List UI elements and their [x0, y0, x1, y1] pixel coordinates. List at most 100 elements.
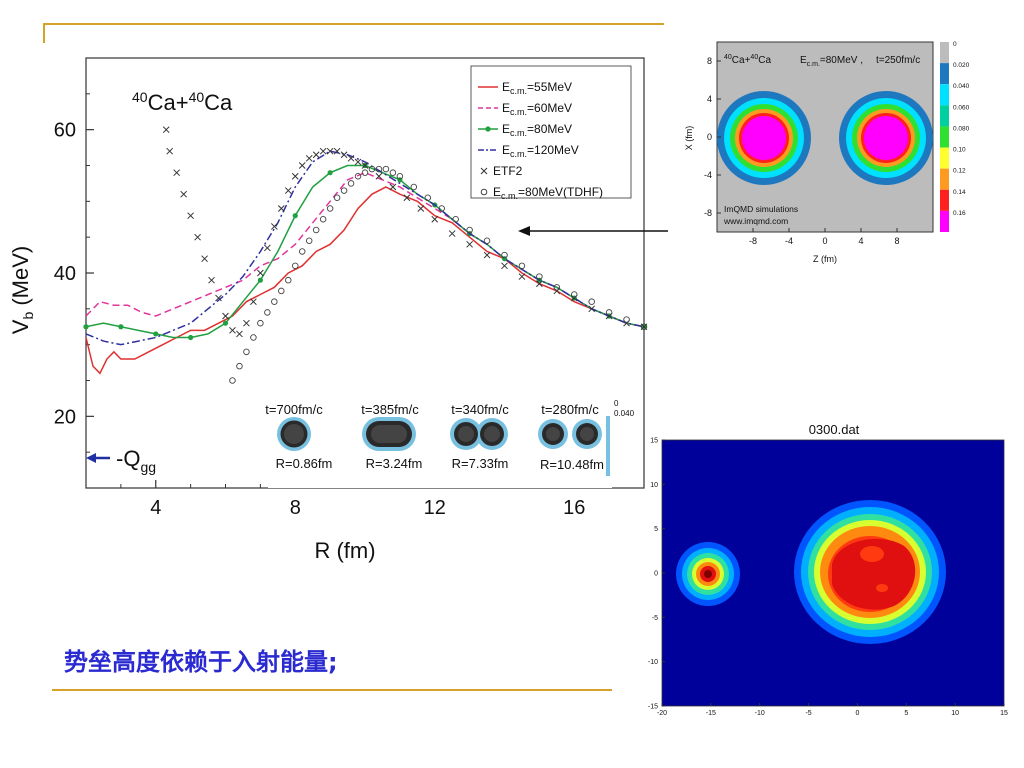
- data-point: [162, 126, 170, 134]
- x-tick-label: 12: [424, 497, 446, 519]
- data-point: [389, 169, 397, 176]
- qgg-annotation: -Qgg: [86, 446, 156, 475]
- data-point: [263, 244, 271, 252]
- snapshot-shape-3: [450, 418, 508, 450]
- slide-caption: 势垒高度依赖于入射能量;: [64, 648, 338, 676]
- imqmd-density-plot: 40Ca+40Ca Ec.m.=80MeV , t=250fm/c ImQMD …: [684, 41, 970, 264]
- data-point: [361, 162, 369, 169]
- data-point: [571, 291, 578, 298]
- legend-marker: [480, 167, 488, 175]
- data-point: [588, 305, 596, 313]
- series-1: [85, 186, 645, 375]
- data-point: [327, 170, 333, 176]
- dat-x-tick-label: 10: [951, 710, 959, 717]
- qmd-x-tick-label: -4: [785, 236, 793, 246]
- data-point: [285, 276, 292, 284]
- qmd-x-tick-label: 0: [822, 236, 827, 246]
- data-point: [298, 162, 306, 169]
- legend-label: Ec.m.=60MeV: [502, 101, 572, 117]
- legend-marker: [480, 188, 488, 196]
- data-point: [284, 187, 292, 194]
- data-point: [340, 187, 348, 194]
- qmd-x-tick-label: 8: [894, 236, 899, 246]
- data-point: [291, 172, 299, 180]
- data-point: [333, 147, 341, 155]
- data-point: [354, 172, 362, 180]
- target-density: [794, 500, 946, 644]
- data-point: [448, 230, 456, 237]
- legend-item: ETF2: [480, 164, 523, 178]
- dat-y-tick-label: -5: [652, 615, 658, 622]
- series-4: [85, 150, 645, 346]
- data-point: [250, 334, 257, 341]
- data-point: [417, 205, 425, 212]
- qmd-colorbar-swatch: [940, 147, 949, 169]
- qmd-colorbar-swatch: [940, 42, 949, 64]
- qmd-colorbar-swatch: [940, 84, 949, 106]
- series-line: [85, 186, 645, 375]
- snapshot-time: t=385fm/c: [361, 402, 419, 417]
- data-point: [187, 212, 194, 220]
- data-point: [215, 294, 222, 302]
- data-point: [257, 319, 264, 327]
- data-point: [298, 248, 306, 255]
- data-point: [389, 183, 397, 191]
- dat-x-tick-label: 0: [855, 710, 859, 717]
- series-layer: [83, 126, 648, 384]
- x-tick-label: 4: [150, 497, 161, 519]
- series-line: [85, 150, 645, 346]
- data-point: [229, 377, 236, 384]
- data-point: [166, 147, 174, 155]
- qmd-credit-line-2: www.imqmd.com: [723, 216, 788, 226]
- dat-y-tick-label: 15: [650, 438, 658, 445]
- data-point: [236, 362, 243, 370]
- data-point: [424, 194, 432, 201]
- data-point: [518, 273, 526, 280]
- qmd-y-tick-label: -8: [704, 208, 712, 218]
- qmd-colorbar-swatch: [940, 168, 949, 190]
- snapshot-radius: R=7.33fm: [452, 456, 509, 471]
- data-point: [368, 165, 376, 173]
- series-5: [162, 126, 648, 338]
- data-point: [222, 320, 229, 326]
- dat-density-plot: 0300.dat -20 -15 -10 -5 0 5 10 15 151050-5-10-1…: [648, 422, 1008, 717]
- qmd-energy-label: Ec.m.=80MeV ,: [800, 55, 863, 68]
- legend-item: Ec.m.=80MeV: [478, 122, 572, 138]
- dat-y-tick-label: -15: [648, 704, 658, 711]
- projectile-density: [676, 542, 740, 606]
- qmd-colorbar-label: 0.16: [953, 210, 966, 217]
- reaction-label: 40Ca+40Ca: [132, 89, 233, 115]
- data-point: [340, 151, 348, 159]
- qmd-x-ticks: -8 -4 0 4 8: [749, 228, 900, 246]
- data-point: [83, 324, 89, 330]
- data-point: [361, 169, 369, 176]
- dat-x-tick-label: -15: [706, 710, 716, 717]
- qmd-colorbar-label: 0.12: [953, 168, 966, 175]
- data-point: [305, 237, 313, 244]
- legend-item: Ec.m.=80MeV(TDHF): [480, 185, 603, 201]
- qmd-colorbar-label: 0.040: [953, 83, 970, 90]
- qmd-colorbar-swatch: [940, 126, 949, 148]
- qmd-y-axis-label: X (fm): [684, 126, 694, 151]
- qmd-y-ticks: 8 4 0 -4 -8: [704, 56, 721, 218]
- data-point: [354, 158, 362, 166]
- dat-title: 0300.dat: [809, 422, 860, 437]
- data-point: [264, 309, 271, 316]
- data-point: [243, 319, 250, 327]
- data-point: [410, 183, 418, 191]
- bottom-divider: [52, 689, 612, 691]
- left-accent-line: [43, 23, 45, 43]
- data-point: [319, 215, 327, 223]
- qmd-colorbar-swatch: [940, 63, 949, 85]
- snapshot-scale-max: 0.040: [614, 409, 635, 418]
- data-point: [326, 205, 334, 212]
- data-point: [501, 251, 508, 259]
- data-point: [438, 205, 445, 212]
- data-point: [271, 298, 278, 305]
- snapshot-scale-min: 0: [614, 399, 619, 408]
- data-point: [326, 147, 334, 155]
- qmd-x-tick-label: -8: [749, 236, 757, 246]
- qgg-label: -Qgg: [116, 446, 156, 475]
- nucleus-left: [717, 91, 811, 185]
